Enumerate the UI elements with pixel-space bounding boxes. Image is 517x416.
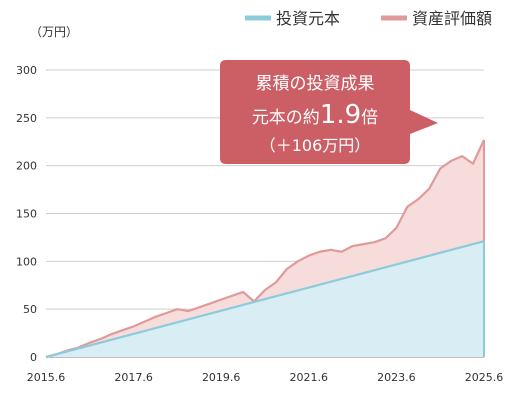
- y-tick-label: 50: [23, 303, 37, 316]
- y-tick-label: 100: [16, 255, 37, 268]
- legend-label-valuation: 資産評価額: [412, 9, 492, 28]
- y-tick-label: 200: [16, 160, 37, 173]
- x-tick-label: 2015.6: [27, 371, 66, 384]
- callout-line-2-suffix: 倍: [361, 108, 378, 128]
- y-axis-unit: （万円）: [30, 25, 78, 39]
- y-tick-label: 0: [30, 351, 37, 364]
- x-tick-label: 2023.6: [377, 371, 416, 384]
- y-tick-label: 250: [16, 112, 37, 125]
- callout-line-3: （＋106万円）: [260, 136, 371, 155]
- callout-line-2-prefix: 元本の約: [252, 108, 320, 128]
- callout-line-2: 元本の約1.9倍: [252, 100, 378, 130]
- x-tick-label: 2017.6: [114, 371, 153, 384]
- principal-line: [45, 240, 485, 359]
- callout-box: [220, 60, 438, 164]
- y-tick-label: 150: [16, 208, 37, 221]
- y-tick-label: 300: [16, 64, 37, 77]
- callout-line-1: 累積の投資成果: [256, 74, 375, 94]
- legend-label-principal: 投資元本: [276, 9, 340, 28]
- x-tick-label: 2025.6: [465, 371, 504, 384]
- x-tick-label: 2021.6: [290, 371, 329, 384]
- valuation-line: [45, 139, 486, 359]
- x-tick-label: 2019.6: [202, 371, 241, 384]
- callout-line-2-value: 1.9: [320, 100, 361, 130]
